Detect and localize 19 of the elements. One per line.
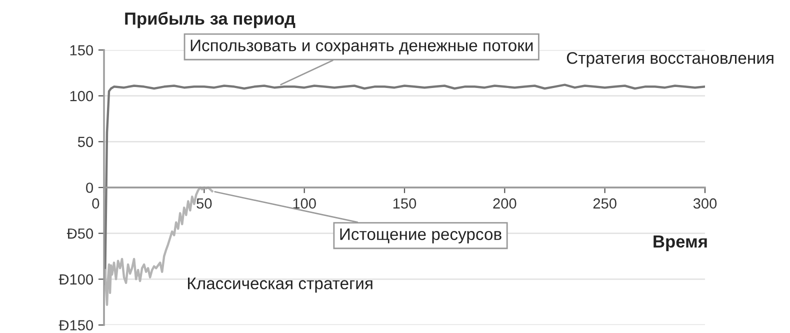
annotation: Использовать и сохранять денежные потоки bbox=[190, 40, 533, 55]
x-tick-label: 100 bbox=[293, 198, 316, 209]
y-tick-label: Ð100 bbox=[58, 274, 94, 285]
y-axis-title: Прибыль за период bbox=[125, 12, 296, 28]
y-tick-label: Ð50 bbox=[66, 228, 94, 239]
y-tick-label: Ð150 bbox=[58, 320, 94, 330]
series-label: Стратегия восстановления bbox=[566, 52, 774, 68]
x-tick-label: 200 bbox=[493, 198, 516, 209]
annotation: Истощение ресурсов bbox=[340, 228, 502, 244]
x-axis-title: Время bbox=[654, 236, 707, 252]
y-tick-label: 0 bbox=[86, 182, 94, 193]
x-tick-label: 250 bbox=[593, 198, 616, 209]
y-tick-label: 50 bbox=[78, 136, 94, 148]
x-tick-label: 50 bbox=[196, 198, 212, 209]
x-tick-label: 150 bbox=[393, 198, 416, 209]
y-tick-label: 150 bbox=[70, 45, 94, 56]
series-label: Классическая стратегия bbox=[188, 278, 372, 293]
x-tick-label: 300 bbox=[693, 198, 717, 209]
y-tick-label: 100 bbox=[70, 90, 94, 102]
